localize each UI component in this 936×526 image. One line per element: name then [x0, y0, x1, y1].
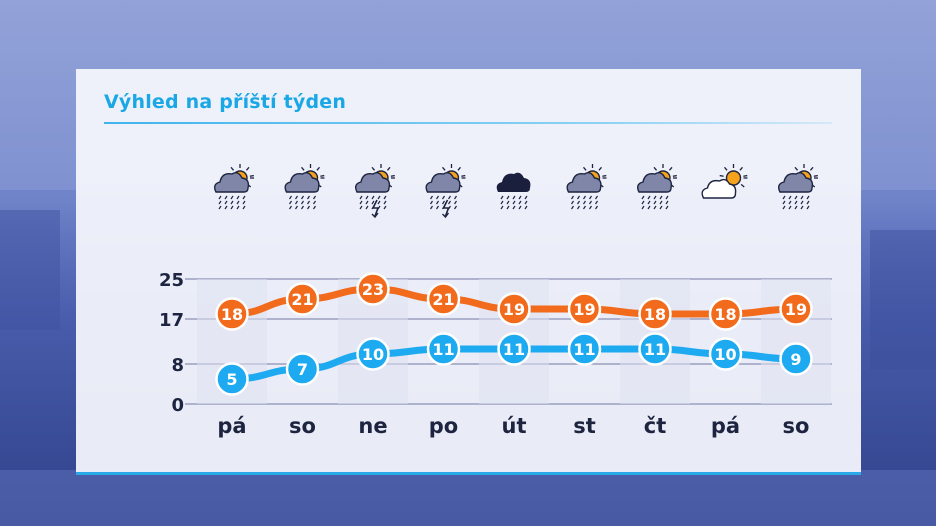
data-point: 18	[215, 297, 249, 331]
data-point: 5	[215, 362, 249, 396]
data-label: 18	[714, 305, 736, 324]
data-point: 11	[567, 332, 602, 366]
data-point: 19	[779, 292, 813, 326]
x-tick-label: so	[289, 414, 316, 438]
cloud-sun-rain-icon	[777, 164, 818, 210]
data-label: 11	[432, 340, 454, 359]
data-label: 10	[714, 345, 736, 364]
data-point: 11	[426, 332, 461, 366]
y-tick-label: 25	[159, 270, 184, 291]
data-point: 10	[708, 337, 743, 371]
partly-cloudy-sun-icon	[701, 164, 748, 199]
data-label: 19	[785, 300, 807, 319]
data-point: 11	[638, 332, 672, 366]
data-point: 18	[708, 297, 743, 331]
cloud-sun-thunderstorm-icon	[354, 164, 395, 219]
data-label: 19	[503, 300, 525, 319]
x-tick-label: po	[429, 414, 458, 438]
data-label: 11	[503, 340, 525, 359]
data-point: 23	[356, 272, 390, 306]
data-label: 21	[432, 290, 454, 309]
data-label: 11	[644, 340, 666, 359]
data-label: 23	[362, 280, 384, 299]
x-tick-label: pá	[217, 414, 246, 438]
data-point: 11	[497, 332, 531, 366]
x-tick-label: pá	[711, 414, 740, 438]
data-label: 21	[291, 290, 313, 309]
cloud-sun-rain-icon	[284, 164, 325, 210]
x-tick-label: so	[783, 414, 810, 438]
y-tick-label: 0	[171, 395, 184, 416]
data-label: 18	[644, 305, 666, 324]
x-tick-label: čt	[644, 414, 667, 438]
x-tick-label: st	[573, 414, 596, 438]
data-point: 18	[638, 297, 672, 331]
cloud-sun-rain-icon	[213, 164, 254, 210]
data-point: 21	[285, 282, 320, 316]
y-tick-label: 17	[159, 310, 184, 331]
x-tick-label: ne	[358, 414, 387, 438]
data-label: 7	[297, 360, 308, 379]
cloud-sun-thunderstorm-icon	[425, 164, 466, 219]
cloud-sun-rain-icon	[566, 164, 607, 210]
x-tick-label: út	[502, 414, 527, 438]
dark-cloud-rain-icon	[496, 172, 531, 210]
weather-icons	[213, 164, 818, 219]
data-label: 18	[221, 305, 243, 324]
data-label: 19	[573, 300, 595, 319]
data-point: 19	[497, 292, 531, 326]
axis-labels: 0 8 17 25 pá so ne po út st čt pá so	[159, 270, 810, 438]
cloud-sun-rain-icon	[636, 164, 677, 210]
data-label: 5	[226, 370, 237, 389]
data-point: 10	[356, 337, 390, 371]
y-tick-label: 8	[171, 355, 184, 376]
data-label: 11	[573, 340, 595, 359]
data-label: 9	[790, 350, 801, 369]
forecast-panel: Výhled na příští týden	[76, 69, 861, 475]
data-points: 18 21 23 21 19 19 18 18 19 5 7 10 11 11 11 11 10 9	[215, 272, 813, 396]
data-point: 9	[779, 342, 813, 376]
data-point: 21	[426, 282, 461, 316]
page-title: Výhled na příští týden	[104, 91, 347, 113]
data-point: 19	[567, 292, 602, 326]
data-point: 7	[285, 352, 320, 386]
title-divider	[104, 122, 832, 124]
data-label: 10	[362, 345, 384, 364]
